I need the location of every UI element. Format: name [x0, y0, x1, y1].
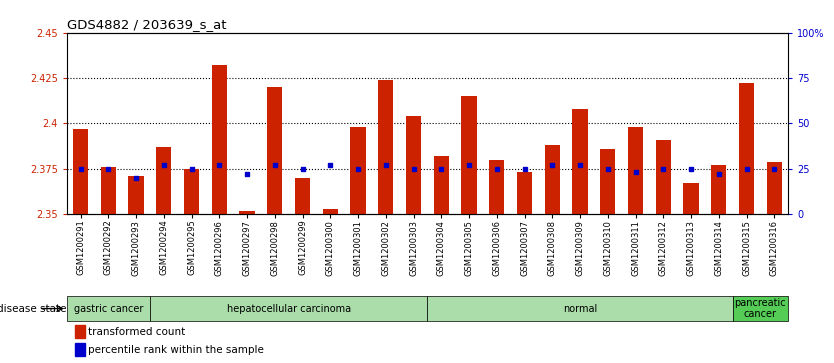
Bar	[406, 116, 421, 214]
Bar	[490, 160, 505, 214]
Bar	[517, 172, 532, 214]
Bar	[101, 167, 116, 214]
Bar	[628, 127, 643, 214]
Text: pancreatic
cancer: pancreatic cancer	[735, 298, 786, 319]
Bar	[156, 147, 172, 214]
Text: GDS4882 / 203639_s_at: GDS4882 / 203639_s_at	[67, 19, 226, 32]
Bar	[711, 165, 726, 214]
Text: gastric cancer: gastric cancer	[73, 303, 143, 314]
Bar	[239, 211, 254, 214]
Bar	[545, 145, 560, 214]
Bar	[683, 183, 699, 214]
FancyBboxPatch shape	[67, 296, 150, 321]
Text: hepatocellular carcinoma: hepatocellular carcinoma	[227, 303, 351, 314]
Bar	[600, 149, 615, 214]
Text: disease state: disease state	[0, 303, 66, 314]
FancyBboxPatch shape	[732, 296, 788, 321]
Bar	[656, 140, 671, 214]
Bar	[572, 109, 588, 214]
Bar	[323, 209, 338, 214]
Bar	[73, 129, 88, 214]
FancyBboxPatch shape	[427, 296, 732, 321]
Text: transformed count: transformed count	[88, 327, 186, 337]
Bar	[267, 87, 283, 214]
Bar	[128, 176, 143, 214]
Bar	[212, 65, 227, 214]
Bar	[434, 156, 449, 214]
Bar	[766, 162, 782, 214]
Bar	[461, 96, 477, 214]
Bar	[295, 178, 310, 214]
FancyBboxPatch shape	[150, 296, 427, 321]
Bar	[378, 80, 394, 214]
Bar	[350, 127, 365, 214]
Bar	[184, 169, 199, 214]
Text: percentile rank within the sample: percentile rank within the sample	[88, 345, 264, 355]
Bar	[739, 83, 754, 214]
Text: normal: normal	[563, 303, 597, 314]
